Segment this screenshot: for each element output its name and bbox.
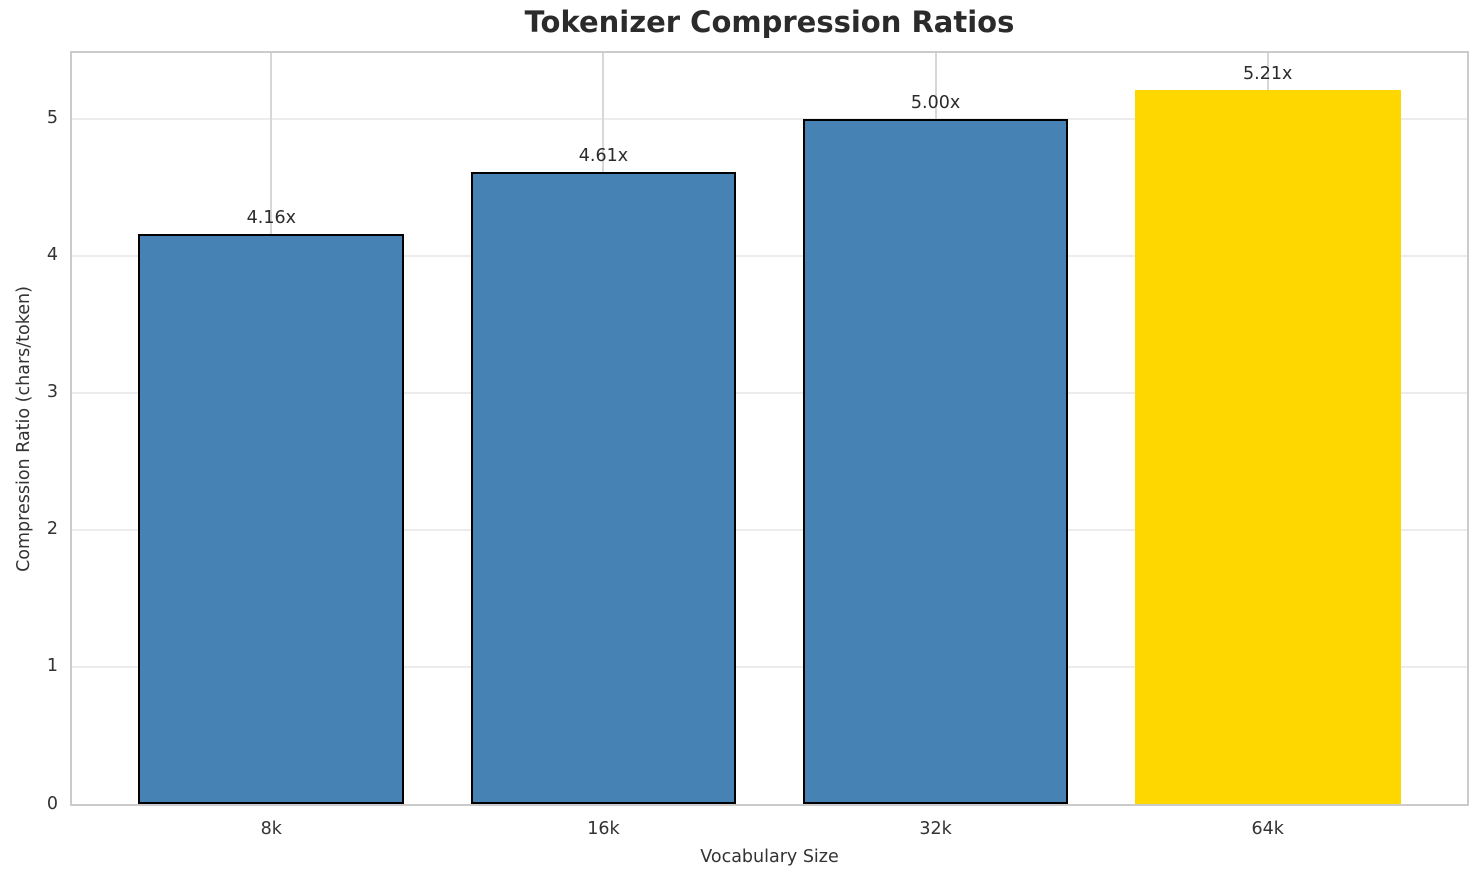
bar-value-label: 5.21x [1243,64,1293,85]
chart-title: Tokenizer Compression Ratios [524,5,1015,39]
horizontal-gridline [72,117,1467,120]
x-axis-label: Vocabulary Size [700,847,839,867]
horizontal-gridline [72,254,1467,257]
y-tick-label: 3 [46,382,58,403]
bar-64k [1134,90,1401,804]
bar-value-label: 5.00x [910,92,961,113]
bar-32k [802,118,1069,804]
bar-16k [470,172,737,804]
horizontal-gridline [72,665,1467,668]
plot-area: 0 1 2 3 4 5 4.16x 8k 4.61x 16k 5.00x 32k 5.21x 64k [47,51,1469,839]
horizontal-gridline [72,528,1467,531]
y-tick-label: 2 [46,519,58,540]
y-tick-label: 1 [46,656,58,677]
y-axis-label: Compression Ratio (chars/token) [14,286,34,572]
horizontal-gridline [72,391,1467,394]
x-tick-label: 8k [260,819,282,839]
x-tick-label: 16k [587,819,620,839]
y-tick-label: 5 [46,108,58,129]
x-tick-label: 32k [919,819,952,839]
y-tick-label: 0 [46,793,58,814]
bar-value-label: 4.61x [578,146,629,167]
bar-value-label: 4.16x [246,207,296,228]
y-tick-label: 4 [46,245,58,266]
x-tick-label: 64k [1251,819,1284,839]
bar-8k [138,233,405,804]
